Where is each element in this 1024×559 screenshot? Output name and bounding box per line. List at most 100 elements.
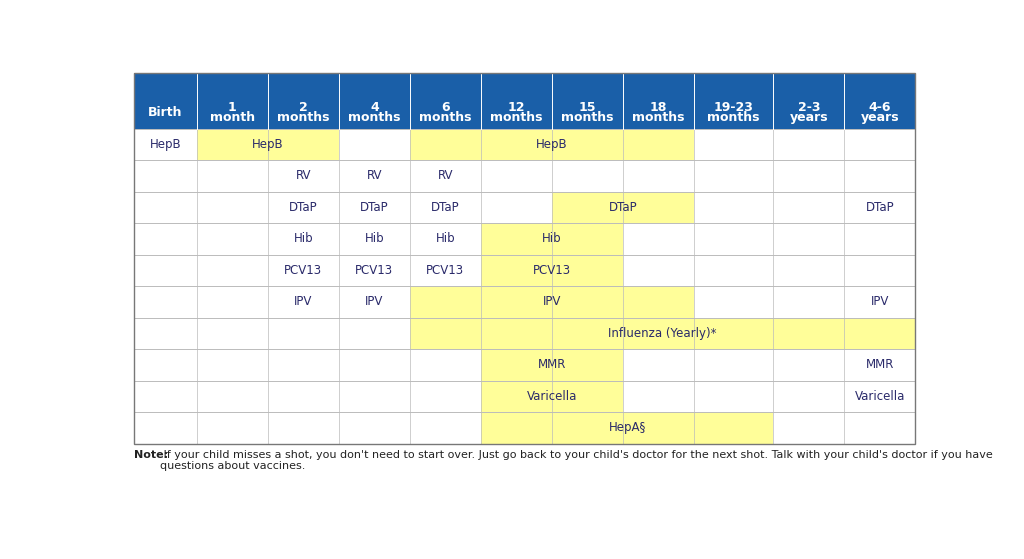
Text: Hib: Hib bbox=[435, 233, 456, 245]
Text: Influenza (Yearly)*: Influenza (Yearly)* bbox=[608, 327, 717, 340]
Text: DTaP: DTaP bbox=[360, 201, 389, 214]
Text: months: months bbox=[561, 111, 613, 124]
Bar bbox=[552, 192, 694, 223]
Text: 15: 15 bbox=[579, 101, 596, 114]
FancyBboxPatch shape bbox=[641, 77, 676, 101]
Text: months: months bbox=[490, 111, 543, 124]
Text: HepB: HepB bbox=[537, 138, 567, 151]
FancyBboxPatch shape bbox=[499, 77, 534, 101]
Bar bbox=[845, 286, 915, 318]
Text: Varicella: Varicella bbox=[526, 390, 578, 403]
Bar bbox=[410, 286, 694, 318]
Bar bbox=[410, 318, 915, 349]
Bar bbox=[134, 73, 915, 129]
Text: Note:: Note: bbox=[134, 450, 168, 459]
Bar bbox=[481, 223, 623, 255]
Text: RV: RV bbox=[296, 169, 311, 182]
Text: DTaP: DTaP bbox=[608, 201, 637, 214]
Bar bbox=[694, 129, 915, 160]
Text: Birth: Birth bbox=[148, 106, 182, 119]
Text: IPV: IPV bbox=[366, 295, 384, 309]
Text: PCV13: PCV13 bbox=[532, 264, 571, 277]
Bar bbox=[134, 255, 268, 286]
Bar bbox=[134, 349, 481, 381]
FancyBboxPatch shape bbox=[570, 77, 605, 101]
Bar bbox=[481, 255, 623, 286]
Bar bbox=[623, 255, 915, 286]
Bar bbox=[134, 192, 268, 223]
Text: 1: 1 bbox=[228, 101, 237, 114]
Text: 6: 6 bbox=[441, 101, 450, 114]
Bar bbox=[134, 160, 268, 192]
FancyBboxPatch shape bbox=[862, 77, 897, 101]
FancyBboxPatch shape bbox=[150, 77, 181, 101]
Bar bbox=[623, 381, 845, 412]
Text: PCV13: PCV13 bbox=[285, 264, 323, 277]
Bar bbox=[339, 192, 410, 223]
Text: PCV13: PCV13 bbox=[426, 264, 465, 277]
Text: If your child misses a shot, you don't need to start over. Just go back to your : If your child misses a shot, you don't n… bbox=[160, 450, 992, 471]
Text: DTaP: DTaP bbox=[289, 201, 317, 214]
Bar bbox=[410, 160, 481, 192]
Bar bbox=[134, 412, 481, 444]
Text: months: months bbox=[348, 111, 400, 124]
Text: Hib: Hib bbox=[294, 233, 313, 245]
FancyBboxPatch shape bbox=[286, 77, 321, 101]
Text: DTaP: DTaP bbox=[865, 201, 894, 214]
Text: HepB: HepB bbox=[252, 138, 284, 151]
Bar bbox=[481, 160, 915, 192]
Bar bbox=[481, 192, 552, 223]
Text: MMR: MMR bbox=[538, 358, 566, 371]
Bar bbox=[339, 255, 410, 286]
FancyBboxPatch shape bbox=[715, 77, 753, 101]
Bar bbox=[134, 381, 481, 412]
Bar bbox=[268, 160, 339, 192]
Text: Hib: Hib bbox=[365, 233, 384, 245]
Text: months: months bbox=[708, 111, 760, 124]
Bar bbox=[268, 255, 339, 286]
Text: IPV: IPV bbox=[543, 295, 561, 309]
Bar bbox=[197, 129, 339, 160]
Bar bbox=[694, 192, 845, 223]
Bar bbox=[481, 412, 773, 444]
Text: RV: RV bbox=[437, 169, 454, 182]
Text: HepA§: HepA§ bbox=[608, 421, 646, 434]
FancyBboxPatch shape bbox=[428, 77, 463, 101]
Bar bbox=[339, 223, 410, 255]
Bar bbox=[268, 192, 339, 223]
Text: 4-6: 4-6 bbox=[868, 101, 891, 114]
Bar bbox=[268, 223, 339, 255]
Bar bbox=[845, 192, 915, 223]
Text: 2-3: 2-3 bbox=[798, 101, 820, 114]
Bar bbox=[268, 286, 339, 318]
Text: Varicella: Varicella bbox=[855, 390, 905, 403]
Text: months: months bbox=[632, 111, 685, 124]
Bar bbox=[623, 223, 915, 255]
Text: years: years bbox=[790, 111, 828, 124]
Bar bbox=[134, 73, 915, 444]
FancyBboxPatch shape bbox=[215, 77, 250, 101]
Text: 4: 4 bbox=[370, 101, 379, 114]
Text: months: months bbox=[278, 111, 330, 124]
Bar bbox=[845, 349, 915, 381]
Bar bbox=[410, 192, 481, 223]
Text: month: month bbox=[210, 111, 255, 124]
Bar bbox=[134, 286, 268, 318]
Bar bbox=[339, 160, 410, 192]
Text: IPV: IPV bbox=[294, 295, 312, 309]
Text: years: years bbox=[860, 111, 899, 124]
Text: RV: RV bbox=[367, 169, 382, 182]
Bar bbox=[773, 412, 915, 444]
FancyBboxPatch shape bbox=[792, 77, 826, 101]
Text: Hib: Hib bbox=[542, 233, 562, 245]
Text: DTaP: DTaP bbox=[431, 201, 460, 214]
Text: 2: 2 bbox=[299, 101, 308, 114]
Bar bbox=[339, 286, 410, 318]
Bar bbox=[339, 129, 410, 160]
Text: MMR: MMR bbox=[865, 358, 894, 371]
Bar bbox=[694, 286, 845, 318]
Text: PCV13: PCV13 bbox=[355, 264, 393, 277]
Bar bbox=[410, 223, 481, 255]
Bar bbox=[481, 381, 623, 412]
Text: HepB: HepB bbox=[150, 138, 181, 151]
